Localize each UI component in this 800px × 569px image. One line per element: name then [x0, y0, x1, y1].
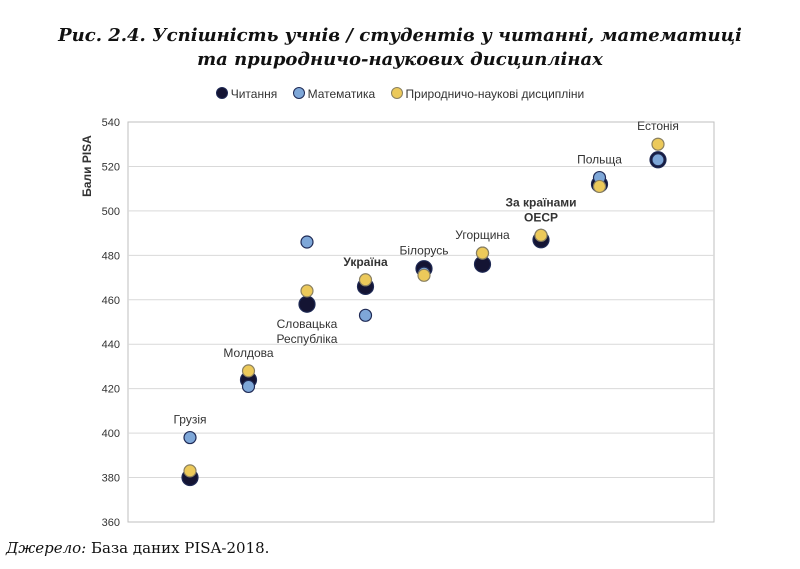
legend-item-math: Математика [292, 87, 376, 101]
category-label: Естонія [637, 119, 679, 133]
point-science [651, 137, 665, 151]
legend-marker-science [390, 87, 403, 99]
category-label: Словацька [277, 317, 338, 331]
category-label: Республіка [277, 332, 338, 346]
point-math [358, 308, 373, 322]
category-label: Молдова [223, 346, 273, 360]
legend-label-science: Природничо-наукові дисципліни [405, 87, 585, 101]
category-label: Грузія [173, 413, 206, 427]
y-tick-label: 540 [102, 117, 120, 129]
y-tick-label: 520 [102, 161, 120, 173]
legend-marker-math [292, 87, 305, 99]
y-tick-label: 380 [102, 473, 120, 485]
plot-frame [127, 121, 715, 523]
category-label: ОЕСР [524, 210, 558, 224]
category-label: За країнами [505, 195, 576, 209]
point-math [651, 153, 665, 167]
y-tick-label: 360 [102, 517, 120, 529]
legend-marker-reading [215, 87, 228, 99]
legend-label-reading: Читання [230, 87, 278, 101]
source-label: Джерело: [6, 539, 87, 557]
point-science [241, 364, 256, 378]
category-label: Польща [577, 153, 622, 167]
y-tick-label: 440 [102, 339, 120, 351]
category-label: Угорщина [455, 228, 510, 242]
y-axis-label: Бали PISA [80, 135, 94, 197]
y-tick-label: 480 [102, 250, 120, 262]
point-science [592, 179, 607, 194]
category-label: Білорусь [399, 244, 448, 258]
legend-label-math: Математика [307, 87, 376, 101]
point-science [358, 273, 373, 287]
y-tick-label: 500 [102, 206, 120, 218]
point-math [300, 235, 314, 249]
point-reading [298, 295, 316, 313]
point-math [183, 430, 197, 445]
point-math [241, 379, 256, 394]
chart-title-line-2: та природничо-наукових дисциплінах [197, 49, 603, 70]
legend-item-reading: Читання [215, 87, 278, 101]
category-label: Україна [343, 255, 388, 269]
y-tick-label: 420 [102, 384, 120, 396]
point-science [300, 284, 314, 298]
point-science [417, 268, 431, 282]
chart-legend: Читання Математика Природничо-наукові ди… [0, 87, 800, 101]
y-tick-label: 460 [102, 295, 120, 307]
chart-title-line-1: Рис. 2.4. Успішність учнів / студентів у… [58, 25, 742, 46]
y-tick-label: 400 [102, 428, 120, 440]
point-science [475, 246, 490, 260]
source-note: Джерело: База даних PISA-2018. [6, 539, 269, 557]
point-science [534, 228, 548, 242]
legend-item-science: Природничо-наукові дисципліни [390, 87, 585, 101]
point-science [183, 464, 197, 478]
source-text: База даних PISA-2018. [91, 539, 270, 557]
